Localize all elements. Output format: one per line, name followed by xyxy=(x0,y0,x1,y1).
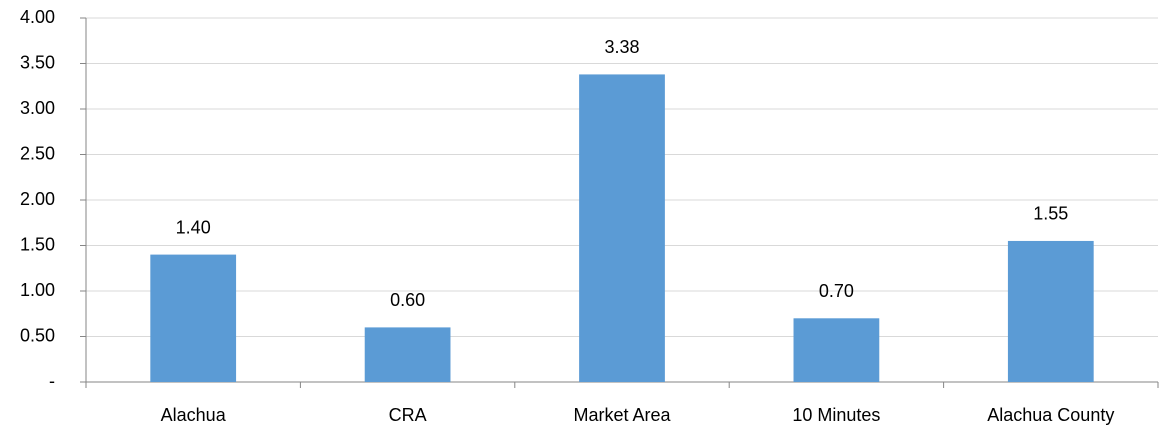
x-tick-label: Alachua County xyxy=(987,405,1114,425)
y-tick-label: 2.00 xyxy=(20,189,55,209)
data-label: 0.60 xyxy=(390,290,425,310)
x-tick-label: Market Area xyxy=(573,405,671,425)
x-tick-label: 10 Minutes xyxy=(792,405,880,425)
y-tick-label: 1.50 xyxy=(20,234,55,254)
bar xyxy=(150,254,237,382)
x-tick-label: CRA xyxy=(389,405,427,425)
bar xyxy=(579,74,665,383)
bar xyxy=(1007,240,1094,382)
y-tick-label: 1.00 xyxy=(20,280,55,300)
y-tick-label: 4.00 xyxy=(20,7,55,27)
y-tick-label: - xyxy=(49,371,55,391)
y-tick-label: 0.50 xyxy=(20,325,55,345)
y-tick-label: 3.00 xyxy=(20,98,55,118)
data-label: 1.40 xyxy=(176,217,211,237)
data-label: 0.70 xyxy=(819,281,854,301)
bar xyxy=(793,318,880,382)
x-tick-label: Alachua xyxy=(161,405,227,425)
data-label: 1.55 xyxy=(1033,204,1068,224)
data-label: 3.38 xyxy=(604,37,639,57)
y-tick-label: 2.50 xyxy=(20,143,55,163)
y-tick-label: 3.50 xyxy=(20,52,55,72)
bar xyxy=(364,327,451,382)
